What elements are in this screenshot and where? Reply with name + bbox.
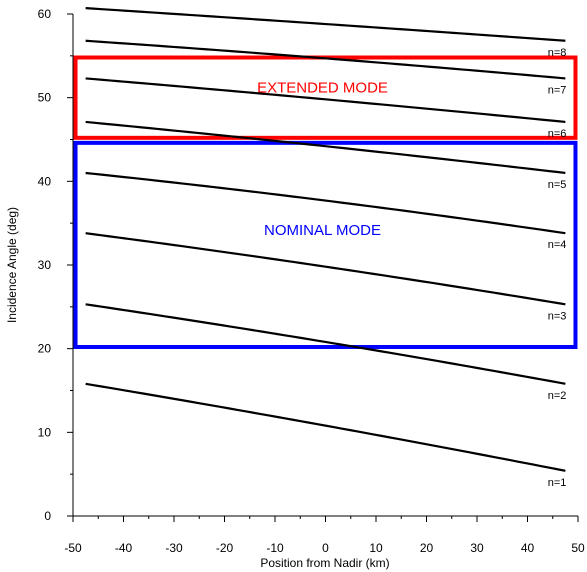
curve-label-n3: n=3 [548, 310, 567, 322]
x-tick-label: -50 [64, 541, 82, 555]
x-tick-label: 20 [420, 541, 434, 555]
labels: Position from Nadir (km) Incidence Angle… [5, 207, 390, 570]
y-tick-label: 60 [38, 7, 52, 21]
curve-label-n7: n=7 [548, 84, 567, 96]
y-tick-label: 50 [38, 91, 52, 105]
extended-mode-box [73, 55, 578, 140]
y-tick-label: 10 [38, 425, 52, 439]
x-tick-label: -30 [165, 541, 183, 555]
x-tick-label: 10 [369, 541, 383, 555]
x-tick-label: 30 [470, 541, 484, 555]
x-tick-label: 40 [521, 541, 535, 555]
x-tick-label: -20 [216, 541, 234, 555]
curve-n8 [85, 7, 566, 42]
curve-label-n6: n=6 [548, 128, 567, 140]
curve-label-n2: n=2 [548, 390, 567, 402]
x-tick-label: 50 [571, 541, 585, 555]
curve-n7 [85, 39, 566, 80]
y-tick-label: 40 [38, 174, 52, 188]
curve-label-n5: n=5 [548, 179, 567, 191]
nominal-mode-label: NOMINAL MODE [264, 222, 381, 239]
curves: n=1 n=2 n=3 n=4 n=5 n=6 n=7 n=8 [85, 7, 567, 489]
y-tick-label: 30 [38, 258, 52, 272]
x-tick-label: -40 [115, 541, 133, 555]
x-axis-label: Position from Nadir (km) [260, 556, 389, 570]
curve-n4 [85, 171, 566, 235]
curve-label-n8: n=8 [548, 47, 567, 59]
x-tick-label: -10 [266, 541, 284, 555]
y-tick-label: 20 [38, 342, 52, 356]
curve-n5 [85, 120, 566, 175]
x-tick-label: 0 [322, 541, 329, 555]
curve-n2 [85, 303, 566, 385]
x-ticks: -50 -40 -30 -20 -10 0 10 20 30 40 50 [64, 516, 585, 555]
y-axis-label: Incidence Angle (deg) [5, 207, 19, 323]
extended-mode-label: EXTENDED MODE [257, 80, 388, 97]
curve-label-n1: n=1 [548, 477, 567, 489]
curve-n6 [85, 77, 566, 124]
curve-n1 [85, 382, 566, 472]
nominal-mode-box [73, 140, 578, 349]
y-tick-label: 0 [44, 509, 51, 523]
y-ticks: 0 10 20 30 40 50 60 [38, 7, 73, 523]
mode-boxes: EXTENDED MODE NOMINAL MODE [73, 55, 578, 349]
curve-n3 [85, 232, 566, 306]
curve-label-n4: n=4 [548, 239, 567, 251]
